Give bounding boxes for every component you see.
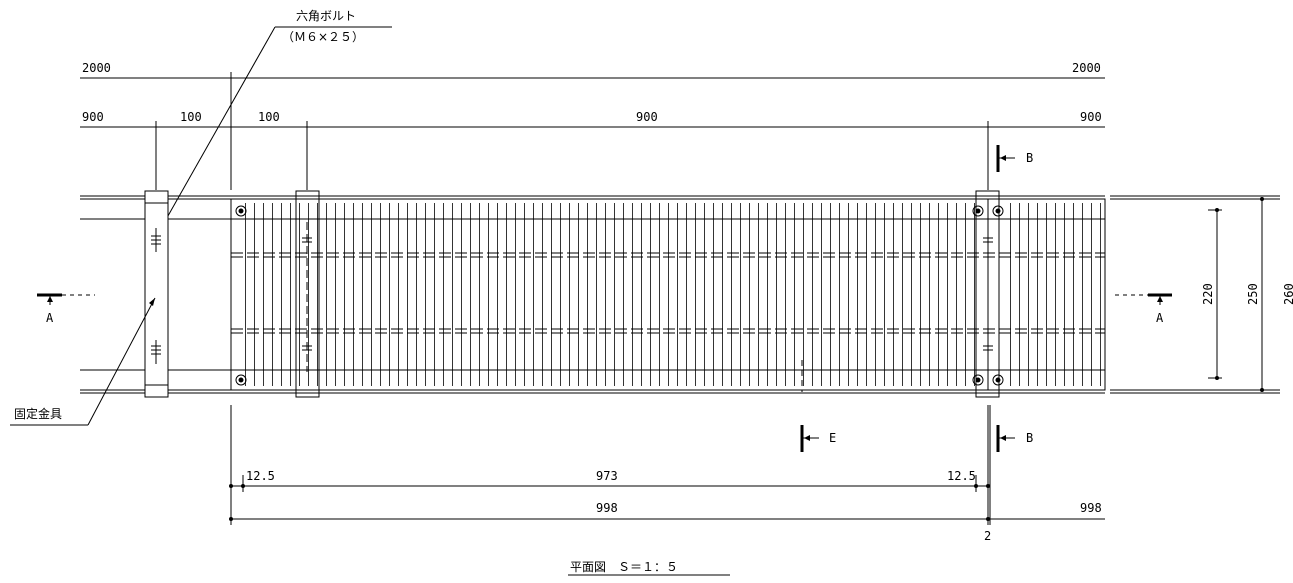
dim-bottom-left-offset: 12.5 — [246, 469, 275, 483]
dim-row2-right: 900 — [1080, 110, 1102, 124]
dim-bottom-overall-right: 998 — [1080, 501, 1102, 515]
dim-height-inner: 220 — [1201, 283, 1215, 305]
corner-fixings — [235, 205, 1004, 386]
section-marker-a-right: A — [1115, 293, 1172, 325]
dim-bottom-right-offset: 12.5 — [947, 469, 976, 483]
bolt-icon — [151, 228, 161, 252]
dim-bottom-gap: 2 — [984, 529, 991, 543]
dim-bottom-overall: 998 — [596, 501, 618, 515]
dim-row2-center: 900 — [636, 110, 658, 124]
grating-panel — [230, 198, 1106, 391]
section-b-bottom-label: B — [1026, 431, 1033, 445]
frame-rails — [80, 195, 1280, 394]
bolt-icon — [151, 340, 161, 364]
section-marker-b-bottom: B — [996, 425, 1033, 452]
inner-bracket-left — [295, 190, 320, 398]
section-e-label: E — [829, 431, 836, 445]
dim-bottom-center: 973 — [596, 469, 618, 483]
dim-height-mid: 250 — [1246, 283, 1260, 305]
bolt-size-label: （Ｍ６×２５） — [282, 30, 364, 44]
bearing-bars — [245, 203, 1101, 386]
section-marker-a-left: A — [37, 293, 95, 325]
bracket-name-label: 固定金具 — [14, 406, 62, 421]
section-marker-e: E — [800, 360, 836, 452]
caption-label: 平面図 Ｓ＝１：５ — [570, 560, 678, 574]
bottom-dimensions: 12.5 973 12.5 998 998 2 — [229, 405, 1105, 543]
left-fixing-bracket — [144, 190, 169, 398]
bolt-name-label: 六角ボルト — [296, 9, 356, 23]
section-b-top-label: B — [1026, 151, 1033, 165]
dim-total-left: 2000 — [82, 61, 111, 75]
bolt-callout: 六角ボルト （Ｍ６×２５） — [158, 9, 392, 231]
dim-height-outer: 260 — [1282, 283, 1293, 305]
drawing-caption: 平面図 Ｓ＝１：５ — [568, 560, 730, 576]
section-a-left-label: A — [46, 311, 54, 325]
section-marker-b-top: B — [996, 145, 1033, 172]
section-a-right-label: A — [1156, 311, 1164, 325]
dim-total-right: 2000 — [1072, 61, 1101, 75]
top-dimensions: 2000 2000 900 100 100 900 900 — [80, 61, 1105, 190]
bracket-callout: 固定金具 — [10, 297, 156, 426]
dim-row2-left: 900 — [82, 110, 104, 124]
dim-row2-gap-a: 100 — [180, 110, 202, 124]
dim-row2-gap-b: 100 — [258, 110, 280, 124]
height-dimensions: 220 250 260 — [1201, 197, 1293, 392]
inner-bracket-right — [975, 190, 1000, 398]
